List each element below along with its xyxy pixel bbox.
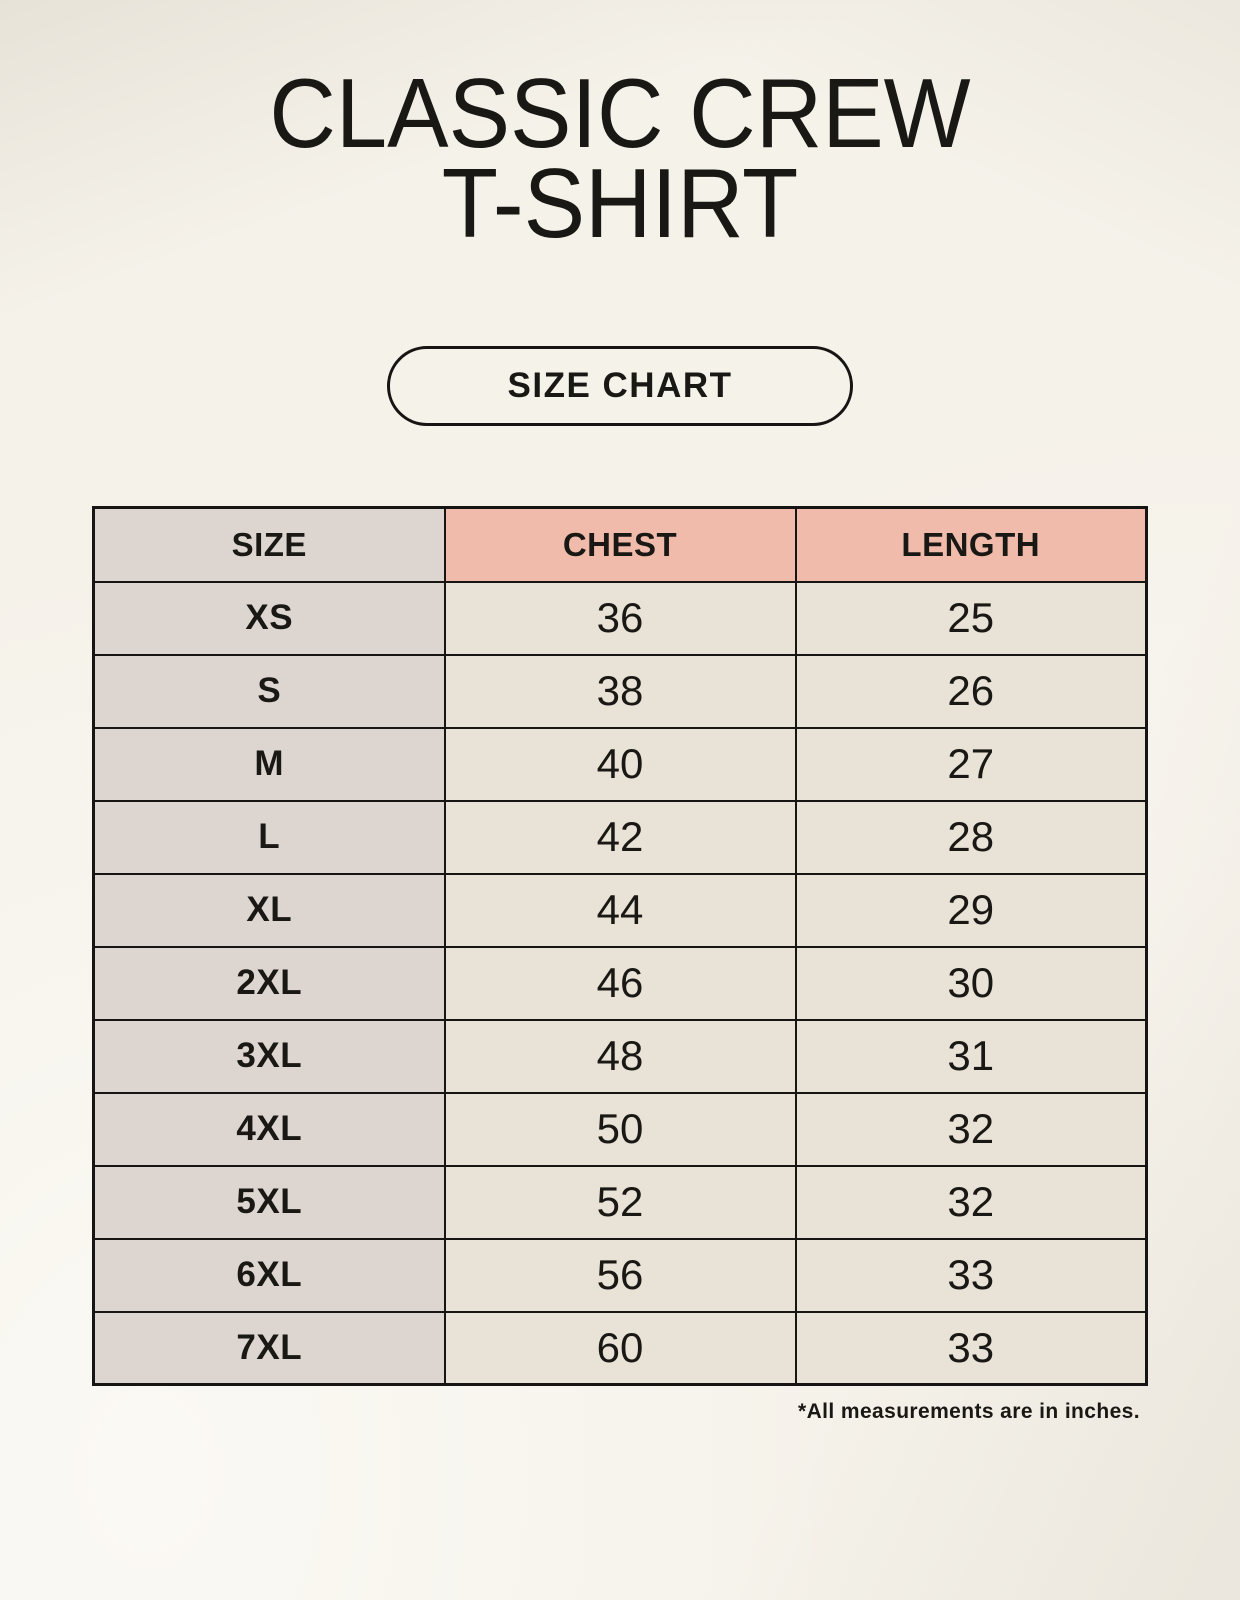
size-cell: XL — [92, 872, 446, 948]
size-cell: 6XL — [92, 1237, 446, 1313]
column-header-size: SIZE — [92, 506, 446, 583]
size-table-section: SIZE CHEST LENGTH XS 36 25 S 38 26 M — [92, 506, 1148, 1424]
length-cell: 28 — [794, 799, 1148, 875]
chest-cell: 50 — [443, 1091, 797, 1167]
length-cell: 30 — [794, 945, 1148, 1021]
table-row: 3XL 48 31 — [92, 1018, 1148, 1094]
table-row: S 38 26 — [92, 653, 1148, 729]
length-cell: 32 — [794, 1091, 1148, 1167]
table-row: M 40 27 — [92, 726, 1148, 802]
length-cell: 33 — [794, 1310, 1148, 1386]
size-cell: 7XL — [92, 1310, 446, 1386]
product-title-line1: CLASSIC CREW — [269, 58, 971, 168]
size-cell: S — [92, 653, 446, 729]
chest-cell: 46 — [443, 945, 797, 1021]
table-row: L 42 28 — [92, 799, 1148, 875]
length-cell: 29 — [794, 872, 1148, 948]
table-row: XS 36 25 — [92, 580, 1148, 656]
length-cell: 33 — [794, 1237, 1148, 1313]
chest-cell: 42 — [443, 799, 797, 875]
table-row: 5XL 52 32 — [92, 1164, 1148, 1240]
chest-cell: 56 — [443, 1237, 797, 1313]
product-title-line2: T-SHIRT — [441, 148, 799, 259]
table-row: 4XL 50 32 — [92, 1091, 1148, 1167]
chest-cell: 60 — [443, 1310, 797, 1386]
size-chart-button[interactable]: SIZE CHART — [387, 346, 853, 427]
table-row: 6XL 56 33 — [92, 1237, 1148, 1313]
product-title: CLASSIC CREW T-SHIRT — [37, 0, 1203, 259]
chest-cell: 38 — [443, 653, 797, 729]
length-cell: 26 — [794, 653, 1148, 729]
size-cell: XS — [92, 580, 446, 656]
table-row: 7XL 60 33 — [92, 1310, 1148, 1386]
length-cell: 25 — [794, 580, 1148, 656]
column-header-chest: CHEST — [443, 506, 797, 583]
column-header-length: LENGTH — [794, 506, 1148, 583]
chest-cell: 44 — [443, 872, 797, 948]
size-chart-button-label: SIZE CHART — [507, 366, 733, 406]
size-cell: 5XL — [92, 1164, 446, 1240]
length-cell: 32 — [794, 1164, 1148, 1240]
table-header-row: SIZE CHEST LENGTH — [92, 506, 1148, 583]
size-cell: 2XL — [92, 945, 446, 1021]
chest-cell: 48 — [443, 1018, 797, 1094]
length-cell: 31 — [794, 1018, 1148, 1094]
chest-cell: 36 — [443, 580, 797, 656]
measurements-footnote: *All measurements are in inches. — [798, 1400, 1140, 1424]
chest-cell: 40 — [443, 726, 797, 802]
size-cell: 3XL — [92, 1018, 446, 1094]
chest-cell: 52 — [443, 1164, 797, 1240]
size-cell: M — [92, 726, 446, 802]
length-cell: 27 — [794, 726, 1148, 802]
table-row: XL 44 29 — [92, 872, 1148, 948]
size-chart-table: SIZE CHEST LENGTH XS 36 25 S 38 26 M — [92, 506, 1148, 1387]
size-cell: 4XL — [92, 1091, 446, 1167]
size-cell: L — [92, 799, 446, 875]
table-row: 2XL 46 30 — [92, 945, 1148, 1021]
